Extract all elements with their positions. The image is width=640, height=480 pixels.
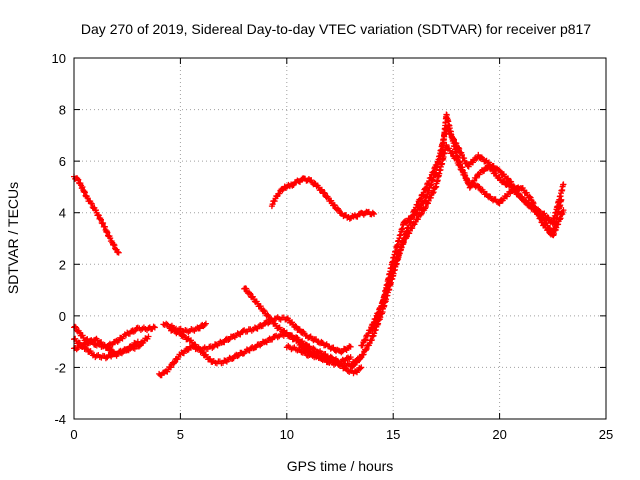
y-tick-label: -4 bbox=[54, 412, 66, 427]
x-tick-label: 10 bbox=[280, 427, 294, 442]
series-arc-10 bbox=[283, 342, 365, 377]
y-tick-label: 6 bbox=[59, 154, 66, 169]
axis-ticks: 0 5 10 15 20 25 -4 -2 0 2 4 6 8 10 bbox=[52, 51, 614, 442]
series-markers bbox=[268, 175, 378, 222]
series-markers bbox=[368, 125, 567, 334]
series-arc-12 bbox=[358, 141, 567, 349]
data-markers bbox=[71, 111, 567, 379]
y-tick-label: 10 bbox=[52, 51, 66, 66]
chart-title: Day 270 of 2019, Sidereal Day-to-day VTE… bbox=[81, 21, 591, 37]
y-axis-label: SDTVAR / TECUs bbox=[5, 182, 21, 294]
y-tick-label: 4 bbox=[59, 206, 66, 221]
series-markers bbox=[283, 342, 365, 377]
y-tick-label: 0 bbox=[59, 309, 66, 324]
series-markers bbox=[347, 111, 565, 370]
series-arc-1 bbox=[71, 173, 122, 256]
series-arc-11 bbox=[347, 111, 565, 370]
series-markers bbox=[71, 173, 122, 256]
series-markers bbox=[358, 141, 567, 349]
x-tick-label: 5 bbox=[177, 427, 184, 442]
x-tick-label: 15 bbox=[386, 427, 400, 442]
x-tick-label: 20 bbox=[492, 427, 506, 442]
y-tick-label: 2 bbox=[59, 257, 66, 272]
series-arc-2 bbox=[268, 175, 378, 222]
x-axis-label: GPS time / hours bbox=[287, 458, 394, 474]
plot-frame bbox=[73, 57, 607, 420]
series-markers bbox=[160, 320, 209, 336]
y-tick-label: -2 bbox=[54, 360, 66, 375]
series-arc-13 bbox=[368, 125, 567, 334]
x-tick-label: 25 bbox=[599, 427, 613, 442]
y-tick-label: 8 bbox=[59, 103, 66, 118]
series-arc-8 bbox=[160, 320, 209, 336]
grid-lines bbox=[74, 58, 606, 419]
x-tick-label: 0 bbox=[70, 427, 77, 442]
